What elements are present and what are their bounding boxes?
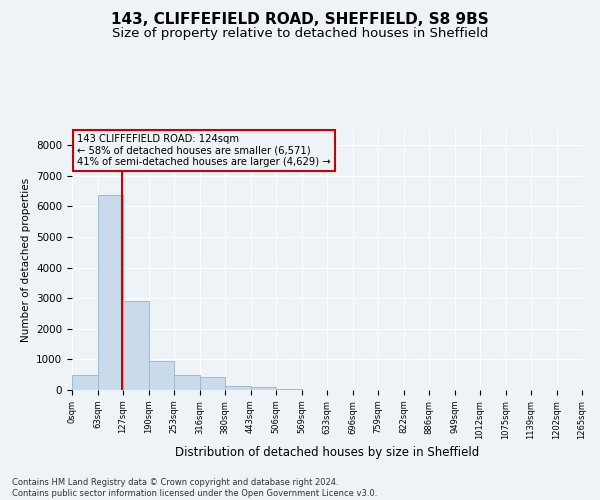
Bar	[276, 388, 302, 390]
Bar	[199, 377, 225, 390]
Y-axis label: Number of detached properties: Number of detached properties	[20, 178, 31, 342]
Text: Size of property relative to detached houses in Sheffield: Size of property relative to detached ho…	[112, 28, 488, 40]
Bar	[97, 195, 123, 390]
Text: Contains HM Land Registry data © Crown copyright and database right 2024.
Contai: Contains HM Land Registry data © Crown c…	[12, 478, 377, 498]
Bar	[72, 376, 97, 390]
X-axis label: Distribution of detached houses by size in Sheffield: Distribution of detached houses by size …	[175, 446, 479, 458]
Bar	[149, 361, 174, 390]
Bar	[123, 302, 149, 390]
Text: 143, CLIFFEFIELD ROAD, SHEFFIELD, S8 9BS: 143, CLIFFEFIELD ROAD, SHEFFIELD, S8 9BS	[111, 12, 489, 28]
Text: 143 CLIFFEFIELD ROAD: 124sqm
← 58% of detached houses are smaller (6,571)
41% of: 143 CLIFFEFIELD ROAD: 124sqm ← 58% of de…	[77, 134, 331, 167]
Bar	[251, 387, 276, 390]
Bar	[174, 375, 199, 390]
Bar	[225, 386, 251, 390]
